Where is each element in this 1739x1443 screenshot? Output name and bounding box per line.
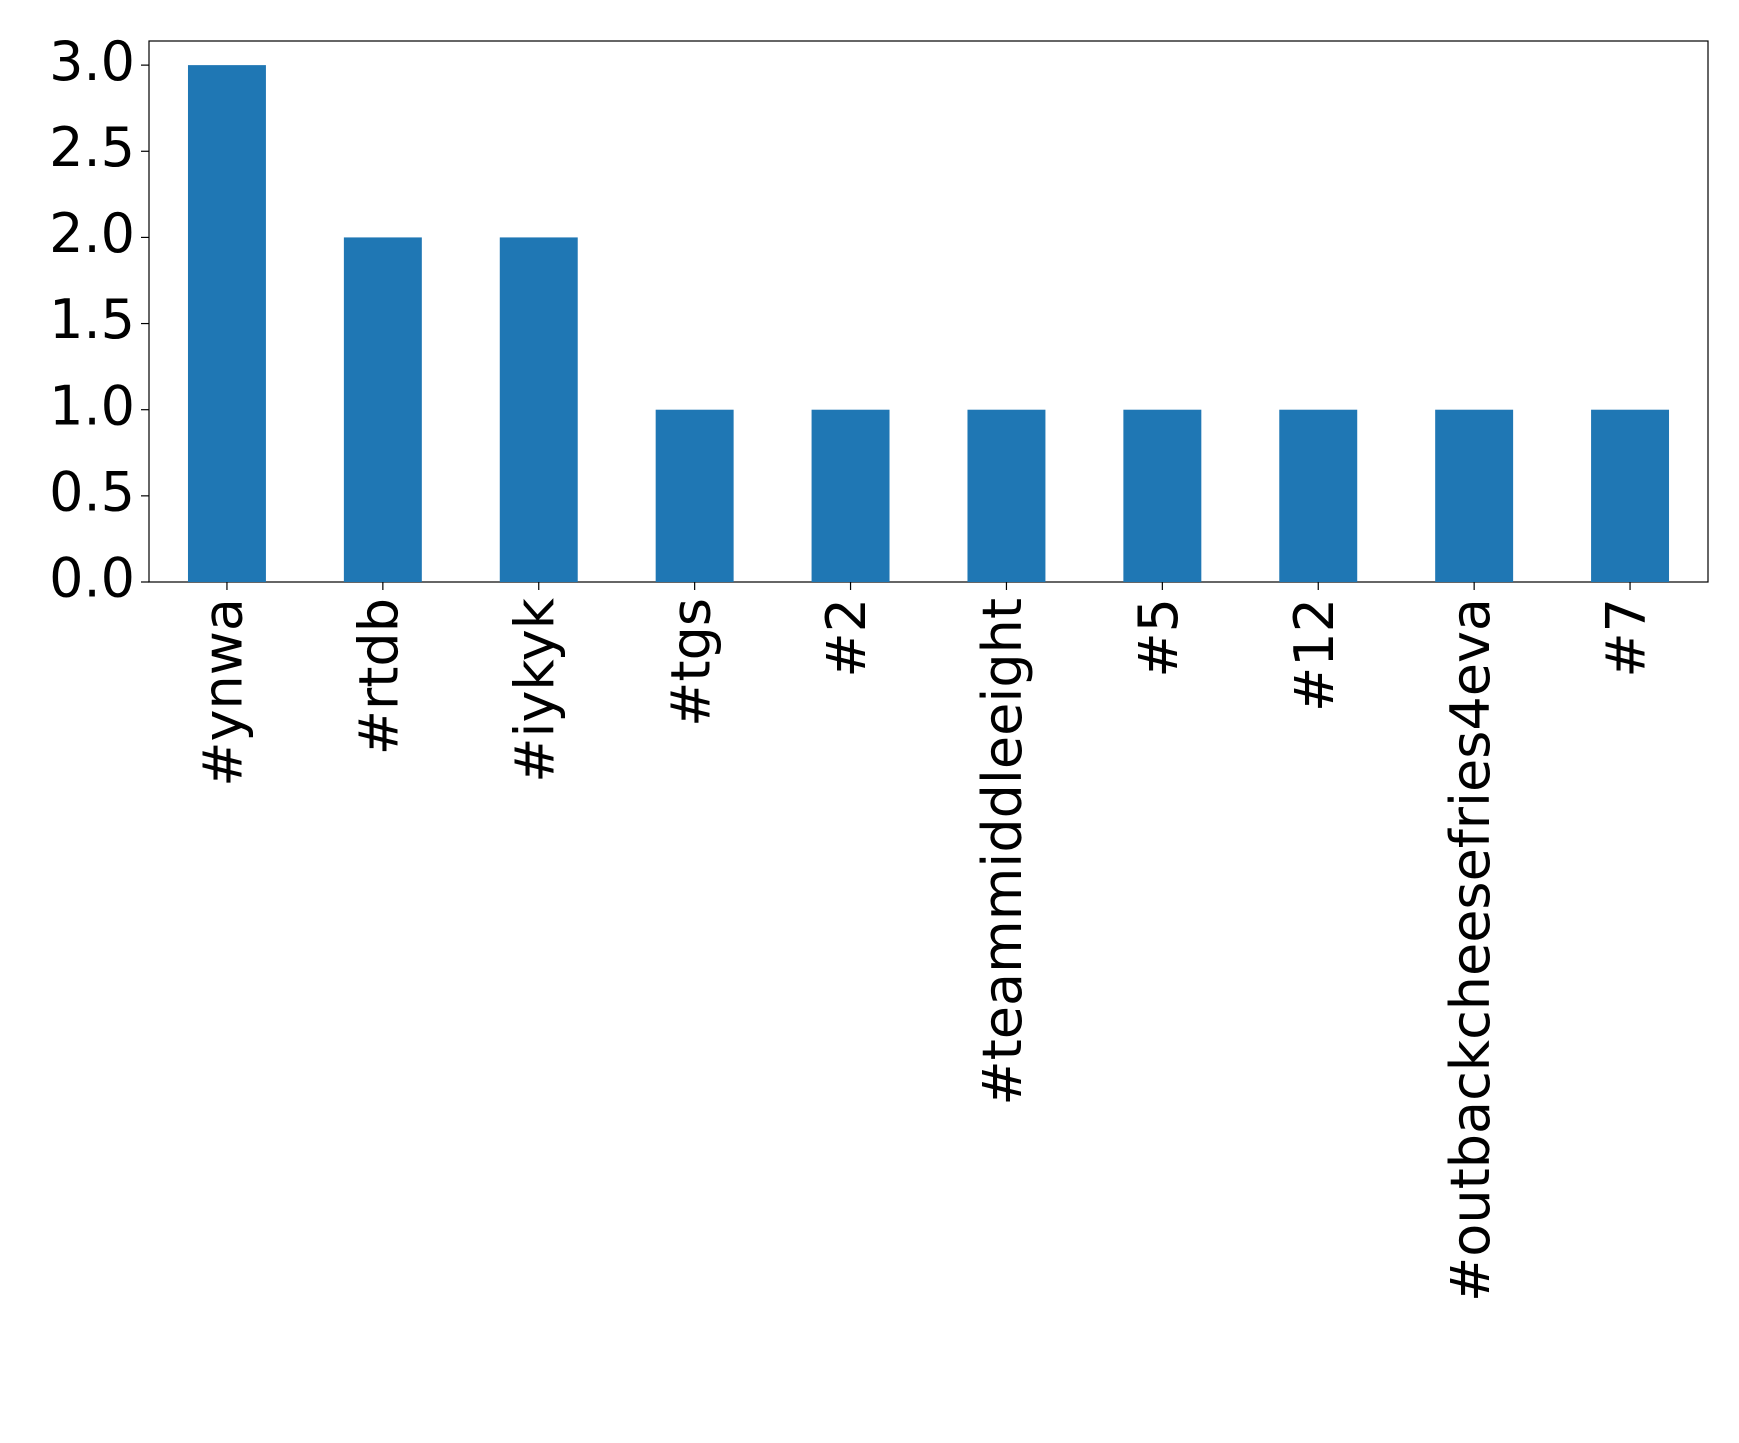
bar (187, 65, 266, 582)
bar (499, 237, 578, 583)
bar (1591, 409, 1670, 582)
bar (811, 409, 890, 582)
y-tick-label: 0.5 (49, 460, 135, 523)
bar (343, 237, 422, 583)
x-tick-label: #tgs (659, 598, 722, 727)
x-tick-label: #2 (815, 598, 878, 678)
bar (655, 409, 734, 582)
x-tick-label: #7 (1595, 598, 1658, 678)
x-tick-label: #12 (1283, 598, 1346, 712)
bar (1123, 409, 1202, 582)
y-tick-label: 3.0 (49, 30, 135, 93)
bar (967, 409, 1046, 582)
x-tick-label: #rtdb (347, 598, 410, 755)
bar (1435, 409, 1514, 582)
y-tick-label: 2.0 (49, 202, 135, 265)
x-tick-label: #iykyk (503, 597, 566, 783)
x-tick-label: #ynwa (192, 598, 255, 787)
x-tick-label: #teammiddleeight (971, 598, 1034, 1106)
y-tick-label: 1.0 (49, 374, 135, 437)
y-tick-label: 2.5 (49, 116, 135, 179)
y-tick-label: 0.0 (49, 547, 135, 610)
y-tick-label: 1.5 (49, 288, 135, 351)
x-tick-label: #outbackcheesefries4eva (1439, 598, 1502, 1302)
bar (1279, 409, 1358, 582)
x-tick-label: #5 (1127, 598, 1190, 678)
plot-frame (148, 40, 1709, 583)
